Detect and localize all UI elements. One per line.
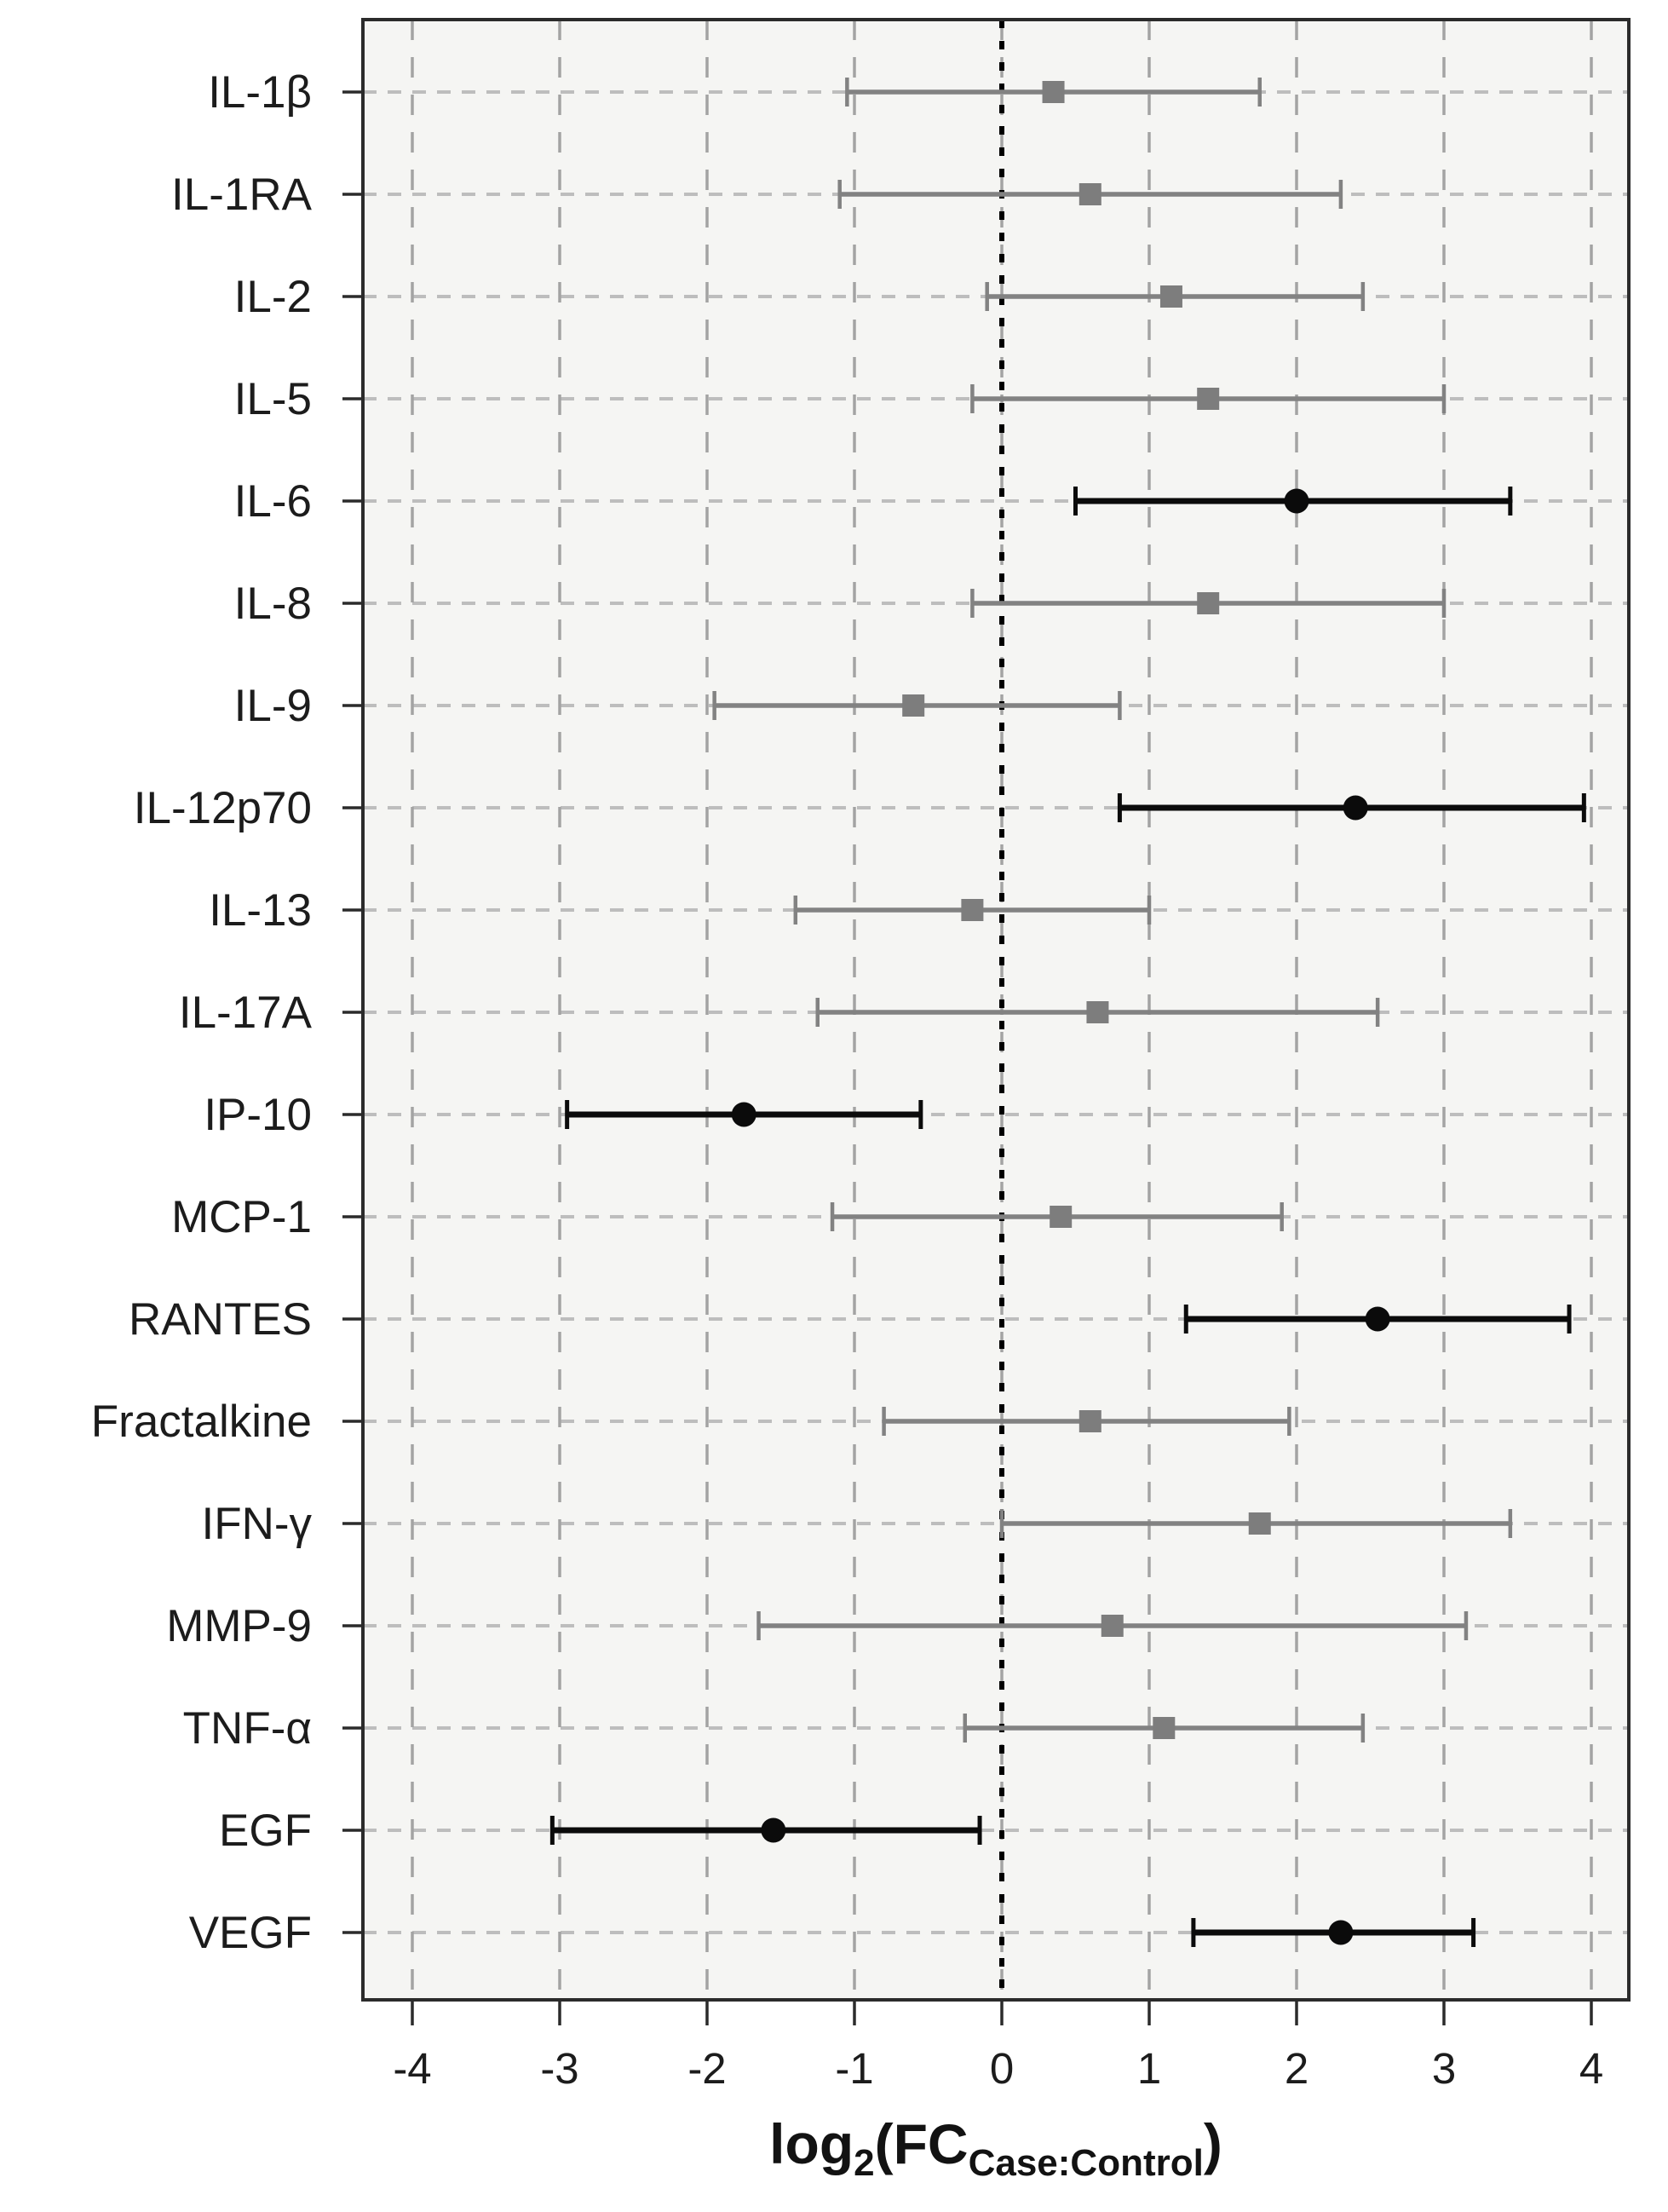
estimate-marker-circle [1284,488,1309,514]
row-label: IL-17A [179,988,313,1038]
estimate-marker-square [1042,81,1065,103]
x-tick-label: 2 [1285,2044,1309,2093]
estimate-marker-square [1159,285,1182,308]
x-tick-label: 1 [1137,2044,1161,2093]
row-label: IL-2 [234,272,312,322]
row-label: IL-6 [234,476,312,527]
estimate-marker-square [1153,1717,1176,1739]
row-label: MCP-1 [171,1192,312,1242]
row-label: IL-1RA [171,170,313,220]
x-axis-title-suffix: ) [1203,2112,1222,2175]
estimate-marker-square [1078,183,1101,205]
estimate-marker-circle [1343,795,1368,821]
x-axis-title-mid: (FC [874,2112,969,2175]
row-label: IL-12p70 [134,783,312,833]
estimate-marker-square [1086,1001,1109,1023]
estimate-marker-square [961,899,984,921]
estimate-marker-circle [761,1817,786,1843]
estimate-marker-square [1050,1206,1073,1228]
row-label: IL-5 [234,374,312,424]
row-label: IFN-γ [201,1499,312,1549]
estimate-marker-square [902,694,925,717]
row-label: VEGF [189,1908,312,1958]
x-axis-title: log2(FCCase:Control) [363,2111,1629,2185]
row-label: IL-9 [234,681,312,731]
x-tick-label: 3 [1432,2044,1456,2093]
plot-border [361,18,1631,2002]
row-label: RANTES [129,1294,312,1345]
x-axis-title-subscript: Case:Control [968,2142,1204,2184]
x-tick-label: -4 [393,2044,431,2093]
x-axis-title-sub2-base: 2 [854,2142,875,2184]
x-tick-label: 4 [1579,2044,1603,2093]
row-label: IL-8 [234,579,312,629]
x-tick-label: -2 [687,2044,726,2093]
x-tick-label: 0 [990,2044,1014,2093]
estimate-marker-square [1101,1615,1124,1637]
estimate-marker-square [1248,1512,1271,1535]
estimate-marker-circle [1328,1920,1354,1945]
estimate-marker-circle [1365,1306,1390,1332]
row-label: EGF [219,1806,312,1856]
row-label: IL-13 [209,885,312,936]
estimate-marker-square [1197,388,1220,410]
row-label: Fractalkine [91,1397,312,1447]
row-label: MMP-9 [166,1601,312,1651]
x-axis-title-prefix: log [769,2112,854,2175]
row-label: TNF-α [183,1703,312,1754]
row-label: IL-1β [208,67,312,118]
estimate-marker-square [1078,1410,1101,1432]
panel-background [363,20,1629,2000]
x-tick-label: -1 [835,2044,873,2093]
row-label: IP-10 [204,1090,312,1140]
estimate-marker-circle [731,1102,756,1127]
x-tick-label: -3 [540,2044,578,2093]
estimate-marker-square [1197,592,1220,614]
